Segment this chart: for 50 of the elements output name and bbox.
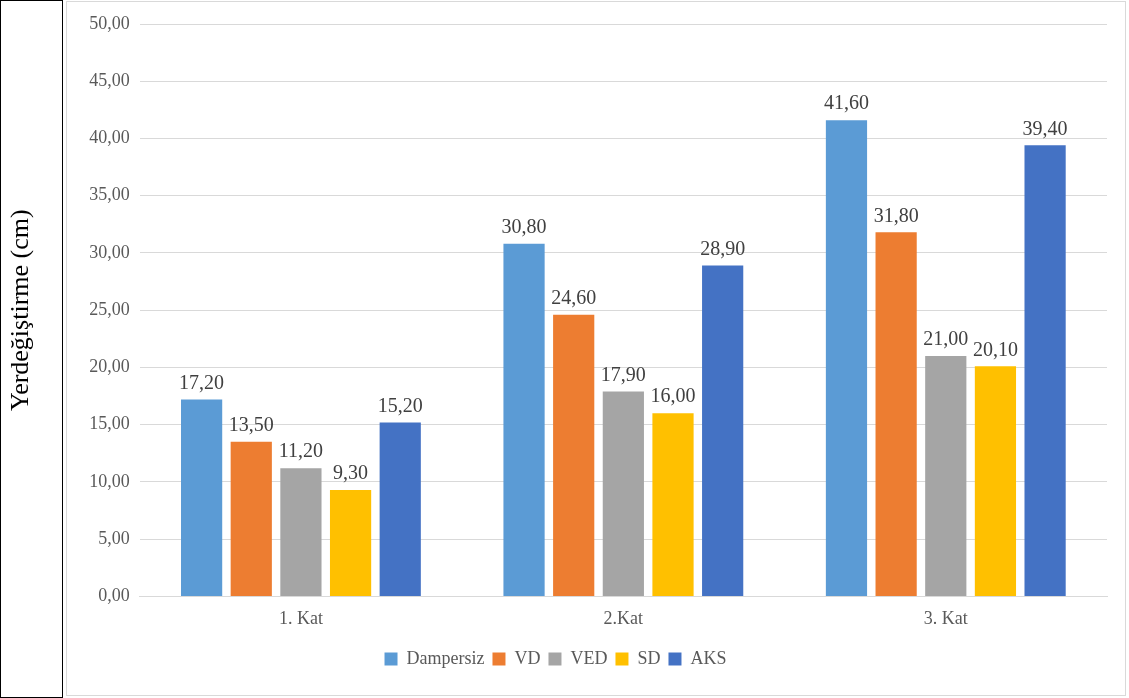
- data-label: 16,00: [650, 384, 696, 407]
- y-tick-label: 30,00: [89, 241, 130, 262]
- bar: [230, 441, 272, 596]
- data-label: 41,60: [823, 91, 869, 114]
- bar: [652, 413, 694, 596]
- x-tick-label: 3. Kat: [923, 607, 968, 628]
- bar: [702, 265, 744, 596]
- data-label: 11,20: [278, 439, 324, 462]
- legend-label: SD: [637, 647, 661, 668]
- data-label: 39,40: [1022, 116, 1068, 139]
- y-axis-title: Yerdeğiştirme (cm): [5, 209, 35, 412]
- x-tick-label: 1. Kat: [278, 607, 323, 628]
- y-tick-label: 25,00: [89, 298, 130, 319]
- x-tick-label: 2.Kat: [603, 607, 644, 628]
- y-tick-label: 35,00: [89, 184, 130, 205]
- y-tick-label: 15,00: [89, 413, 130, 434]
- data-label: 9,30: [333, 461, 369, 484]
- y-tick-label: 40,00: [89, 127, 130, 148]
- legend-label: VED: [570, 647, 608, 668]
- data-label: 30,80: [501, 215, 547, 238]
- data-label: 24,60: [551, 286, 597, 309]
- y-tick-label: 5,00: [98, 527, 130, 548]
- data-label: 15,20: [377, 393, 423, 416]
- data-label: 17,90: [600, 362, 646, 385]
- bar: [825, 120, 868, 596]
- y-tick-label: 0,00: [98, 585, 130, 606]
- legend-label: AKS: [690, 647, 727, 668]
- bar: [280, 468, 322, 596]
- bar: [553, 314, 595, 596]
- bar: [1024, 145, 1066, 596]
- y-tick-label: 45,00: [89, 69, 130, 90]
- data-label: 20,10: [972, 337, 1018, 360]
- y-tick-label: 10,00: [89, 470, 130, 491]
- bar: [602, 391, 644, 596]
- data-label: 13,50: [228, 413, 274, 436]
- data-label: 17,20: [179, 370, 225, 393]
- bar: [329, 489, 372, 596]
- bar: [974, 366, 1017, 596]
- data-label: 28,90: [700, 236, 746, 259]
- legend-label: VD: [514, 647, 541, 668]
- legend-label: Dampersiz: [406, 647, 485, 668]
- data-label: 21,00: [923, 327, 969, 350]
- bar: [503, 243, 545, 596]
- bar: [875, 232, 917, 596]
- bar: [379, 422, 421, 596]
- y-tick-label: 20,00: [89, 356, 130, 377]
- bar: [925, 355, 967, 596]
- y-tick-label: 50,00: [89, 12, 130, 33]
- data-label: 31,80: [873, 203, 919, 226]
- bar: [181, 399, 223, 596]
